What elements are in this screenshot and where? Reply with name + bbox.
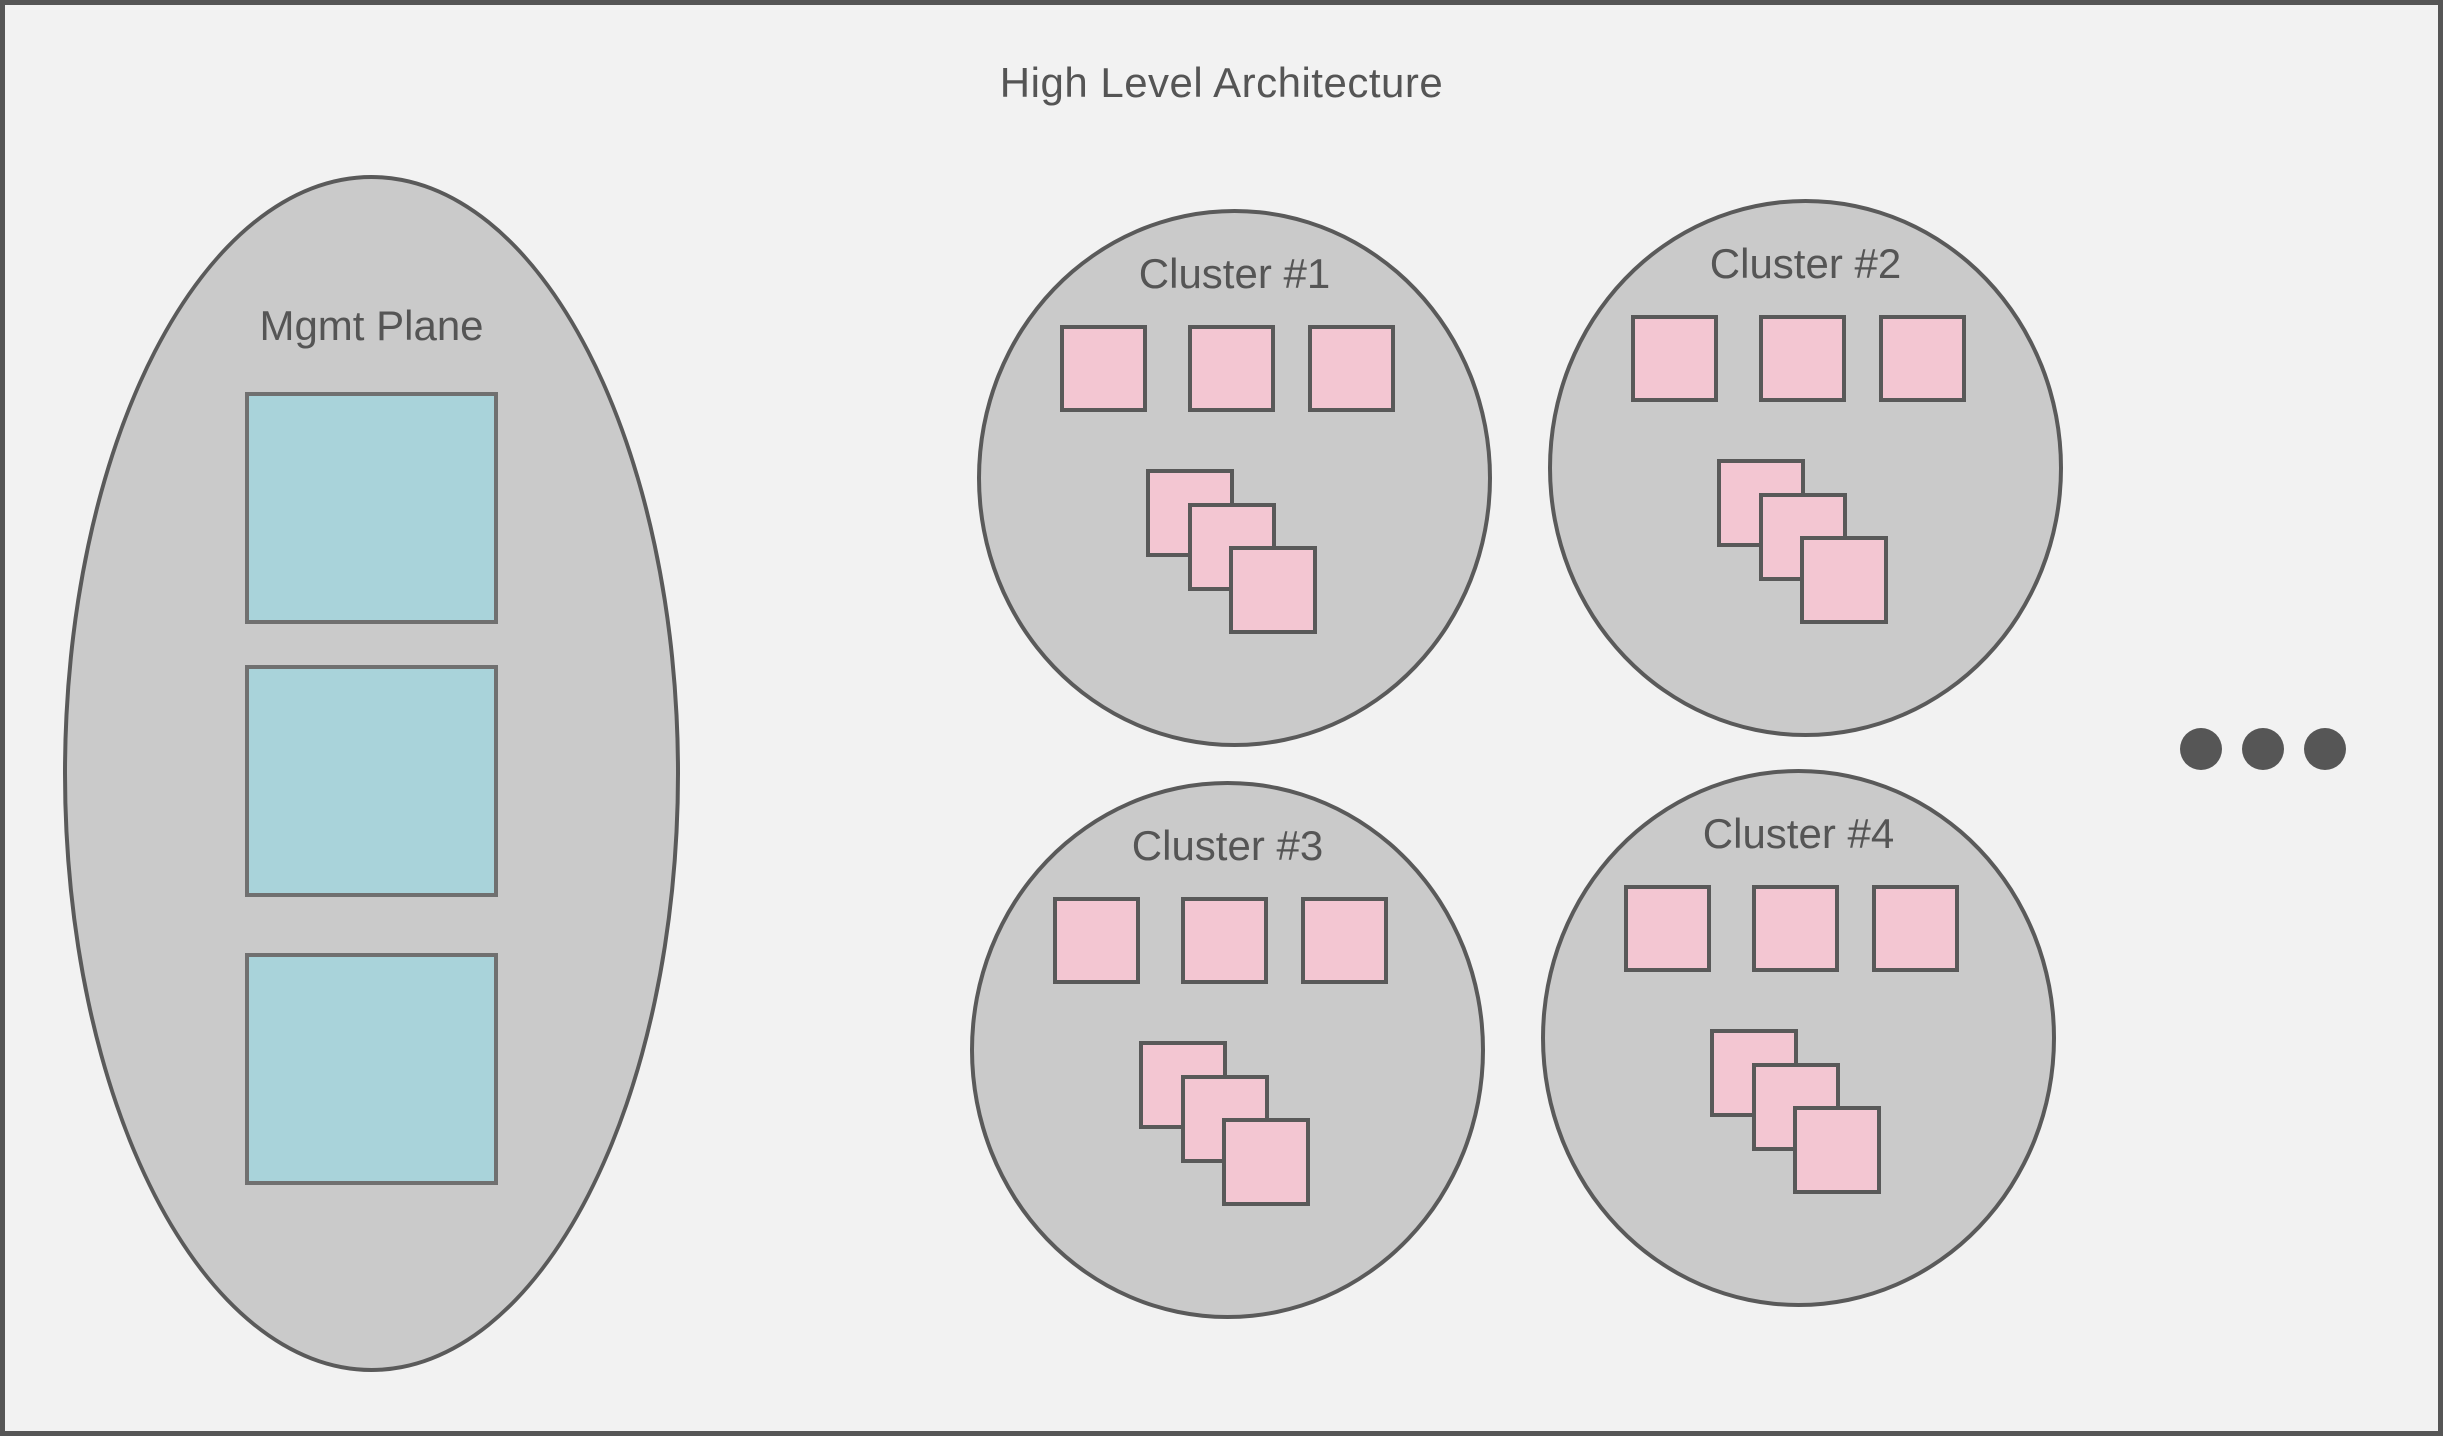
cluster-2-label: Cluster #2 [1709,240,1902,287]
cluster-2-stacked-box-3 [1800,536,1888,624]
cluster-3-node-box-3 [1301,897,1388,984]
cluster-1-node-box-1 [1060,325,1147,412]
ellipsis-dot-2 [2242,728,2284,770]
mgmt-node-box-2 [245,665,498,897]
ellipsis-dot-3 [2304,728,2346,770]
cluster-4-node-box-3 [1872,885,1959,972]
cluster-2-node-box-1 [1631,315,1718,402]
mgmt-plane-label: Mgmt Plane [259,302,484,349]
cluster-1-stacked-box-3 [1229,546,1317,634]
mgmt-node-box-1 [245,392,498,624]
cluster-1-label: Cluster #1 [1138,250,1331,297]
cluster-4-ellipse: Cluster #4 [1541,769,2056,1307]
cluster-3-stacked-box-3 [1222,1118,1310,1206]
cluster-3-node-box-1 [1053,897,1140,984]
cluster-2-node-box-2 [1759,315,1846,402]
cluster-2-node-box-3 [1879,315,1966,402]
cluster-1-node-box-3 [1308,325,1395,412]
cluster-3-ellipse: Cluster #3 [970,781,1485,1319]
ellipsis-dot-1 [2180,728,2222,770]
mgmt-node-box-3 [245,953,498,1185]
mgmt-plane-ellipse: Mgmt Plane [63,175,680,1372]
cluster-3-node-box-2 [1181,897,1268,984]
cluster-1-node-box-2 [1188,325,1275,412]
cluster-1-ellipse: Cluster #1 [977,209,1492,747]
cluster-4-stacked-box-3 [1793,1106,1881,1194]
cluster-2-ellipse: Cluster #2 [1548,199,2063,737]
ellipsis-icon [2180,728,2370,770]
cluster-4-label: Cluster #4 [1702,810,1895,857]
diagram-title: High Level Architecture [999,59,1444,106]
cluster-4-node-box-1 [1624,885,1711,972]
cluster-4-node-box-2 [1752,885,1839,972]
cluster-3-label: Cluster #3 [1131,822,1324,869]
